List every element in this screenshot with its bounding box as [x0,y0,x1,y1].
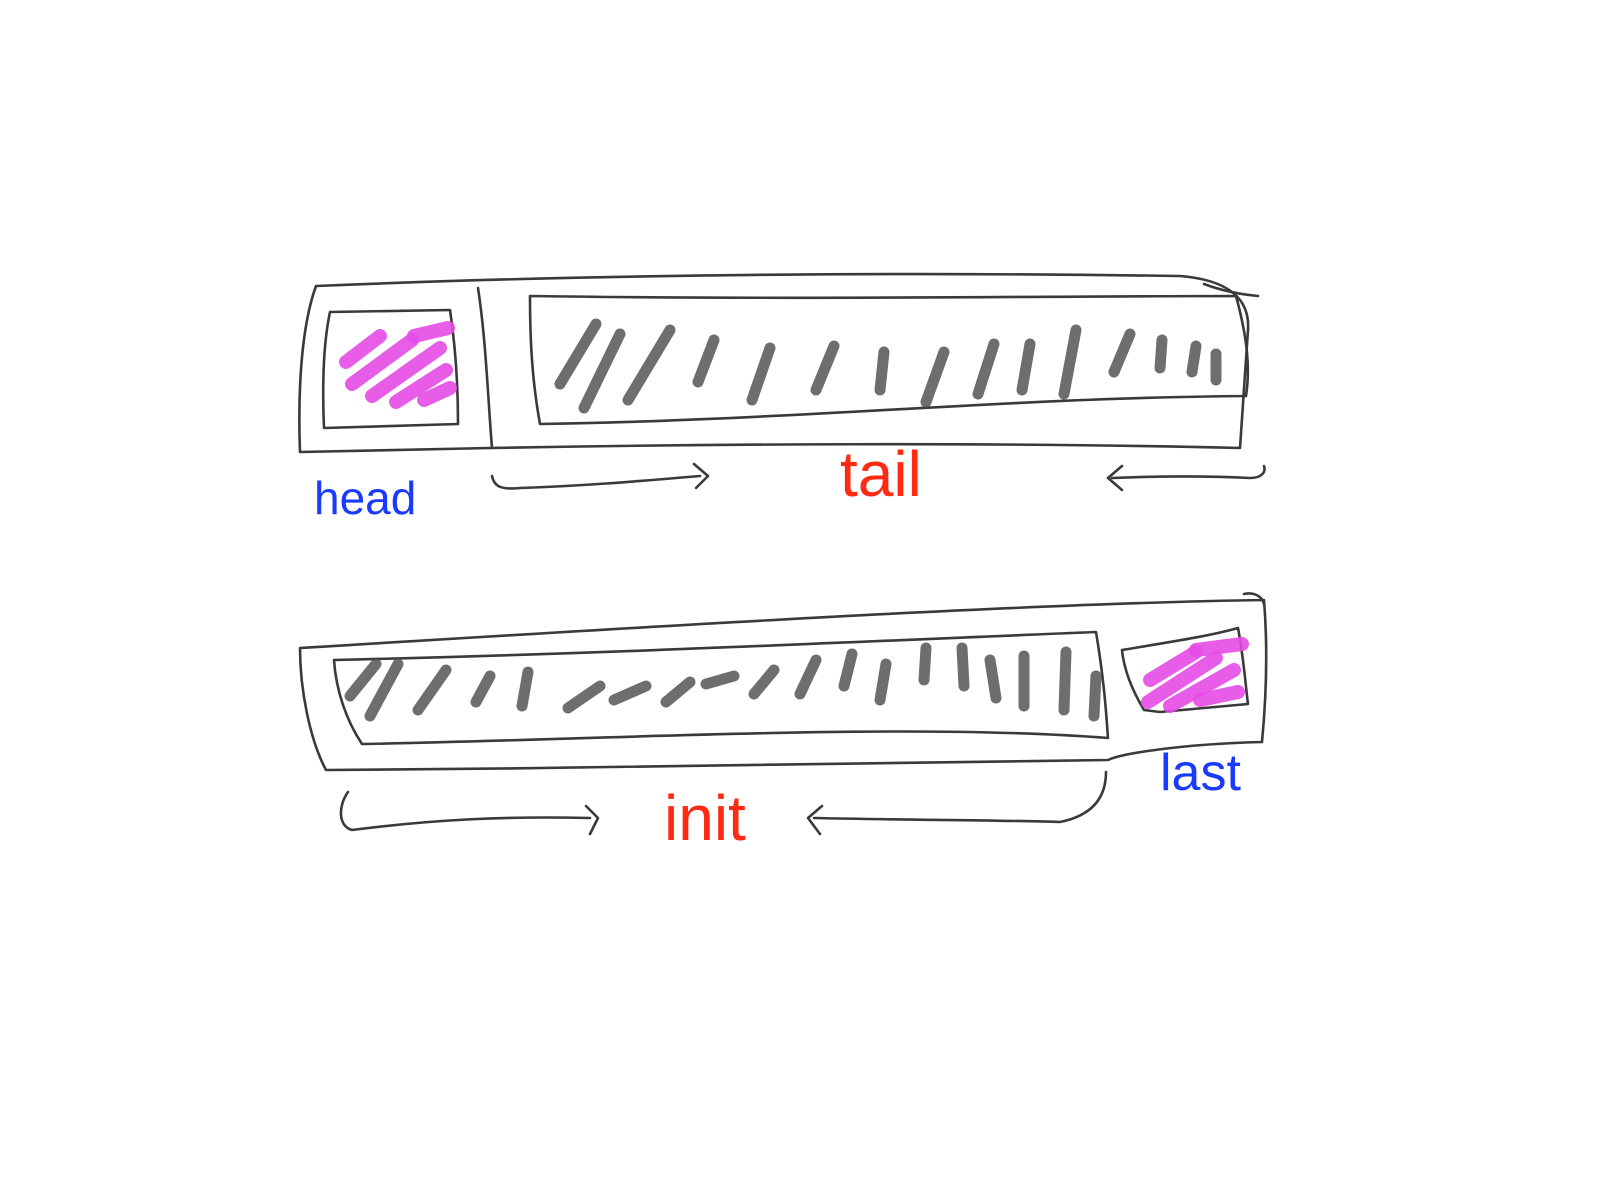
tail-brace-left [490,474,702,490]
init-brace-left [339,790,592,832]
init-hatching [344,642,1102,722]
init-inner-box [332,630,1110,746]
init-brace-right-arrowhead [806,804,824,836]
tail-brace-left-arrowhead [692,462,710,490]
init-brace-right [812,770,1108,824]
bottom-outer-box [298,598,1268,772]
tail-hatching [554,318,1222,414]
init-brace [339,770,1108,836]
head-cell [321,308,460,430]
tail-label: tail [840,438,922,510]
last-cell [1120,626,1250,714]
top-outer-box [298,272,1250,454]
tail-brace-right [1110,464,1266,480]
tail-brace [490,462,1266,492]
head-label: head [314,472,416,524]
bottom-corner-mark [1242,592,1266,606]
tail-corner-mark [1202,282,1260,298]
last-label: last [1160,744,1241,802]
top-divider [476,286,494,450]
head-highlight [339,321,457,409]
last-highlight [1141,637,1249,713]
tail-inner-box [528,294,1250,426]
head-tail-diagram: head tail [298,272,1266,524]
tail-brace-right-arrowhead [1106,464,1124,492]
init-label: init [664,782,746,854]
init-last-diagram: last init [298,592,1268,854]
init-brace-left-arrowhead [584,804,600,836]
